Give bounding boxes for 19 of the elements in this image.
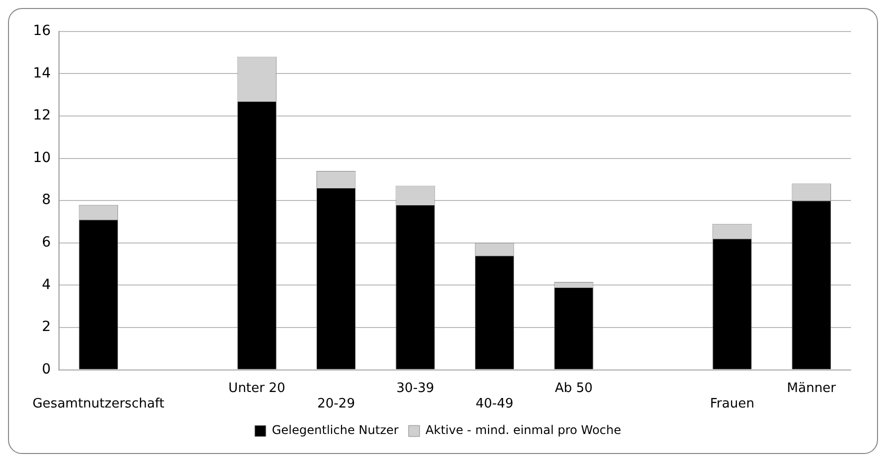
x-tick-label: Unter 20 (228, 380, 286, 396)
y-tick-label: 4 (42, 276, 51, 293)
y-tick-label: 2 (42, 319, 51, 336)
y-tick-label: 14 (32, 65, 51, 82)
x-tick-label: 40-49 (476, 396, 514, 412)
x-tick-label: Frauen (710, 396, 754, 412)
legend-label: Gelegentliche Nutzer (272, 423, 399, 438)
y-tick-label: 12 (32, 108, 51, 124)
y-tick-label: 8 (42, 192, 51, 208)
y-tick-label: 0 (42, 361, 51, 378)
x-tick-label: 20-29 (317, 396, 355, 412)
y-tick-label: 6 (42, 234, 51, 251)
y-tick-label: 10 (32, 150, 51, 166)
x-tick-label: Ab 50 (554, 380, 593, 396)
legend-label: Aktive - mind. einmal pro Woche (426, 423, 622, 438)
y-tick-label: 16 (32, 23, 51, 40)
x-tick-label: 30-39 (396, 380, 434, 396)
x-tick-label: Gesamtnutzerschaft (32, 396, 164, 412)
x-tick-label: Männer (786, 380, 837, 396)
